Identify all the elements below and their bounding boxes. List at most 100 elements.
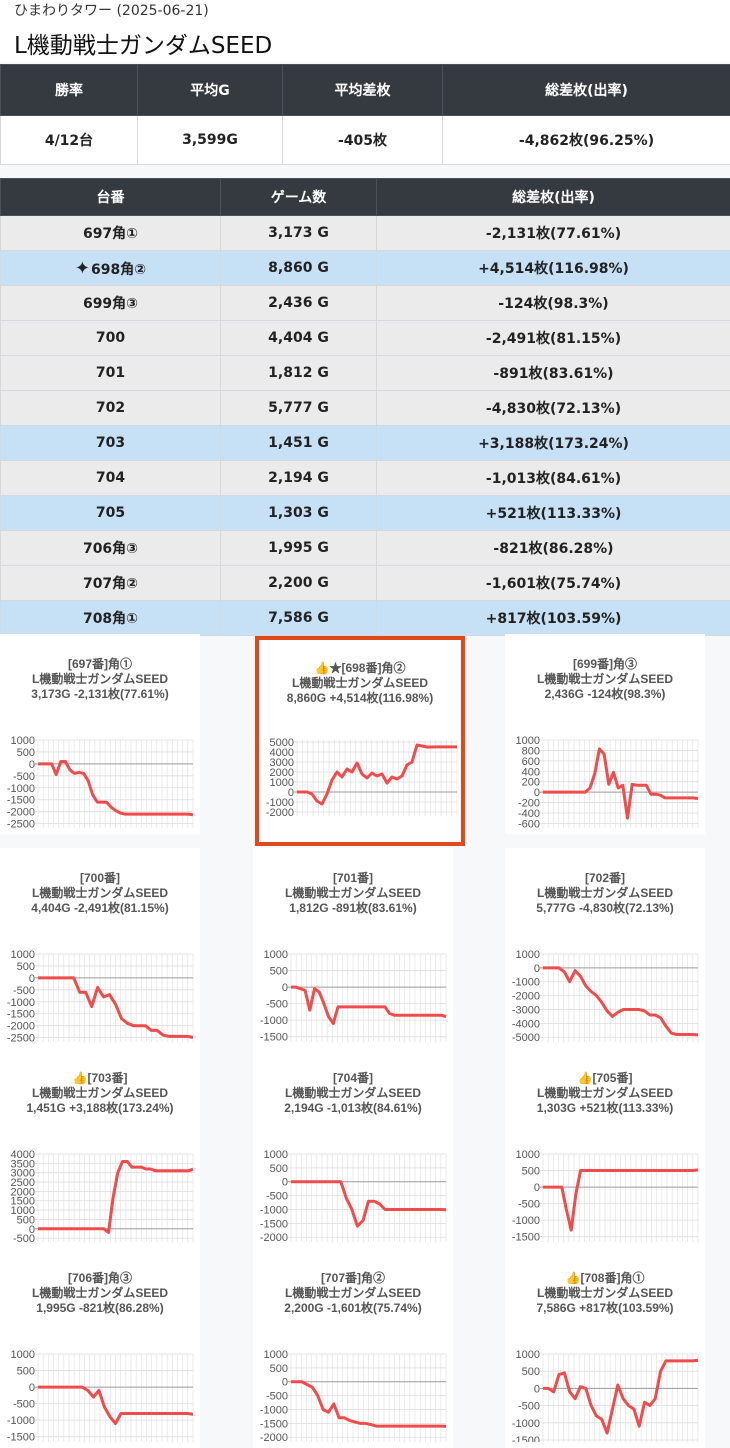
chart-model: L機動戦士ガンダムSEED [31, 672, 168, 686]
y-tick-label: -400 [518, 808, 540, 820]
y-tick-label: -1500 [260, 1418, 288, 1430]
machine-table-body: 697角① 3,173 G -2,131枚(77.61%) ✦698角② 8,860 G… [0, 215, 730, 636]
chart-card[interactable]: [697番]角① L機動戦士ガンダムSEED 3,173G -2,131枚(77.6… [0, 634, 200, 834]
chart-stats: 5,777G -4,830枚(72.13%) [536, 901, 674, 915]
y-tick-label: 800 [522, 745, 540, 757]
chart-card[interactable]: [706番]角③ L機動戦士ガンダムSEED 1,995G -821枚(86.28%… [0, 1248, 200, 1448]
y-tick-label: -500 [266, 1191, 288, 1203]
machine-diff: -124枚(98.3%) [376, 285, 730, 321]
table-row[interactable]: 706角③ 1,995 G -821枚(86.28%) [0, 530, 730, 566]
table-row[interactable]: 700 4,404 G -2,491枚(81.15%) [0, 320, 730, 356]
chart-card[interactable]: 👍[705番] L機動戦士ガンダムSEED 1,303G +521枚(113.33%… [505, 1048, 705, 1248]
series-line [543, 1168, 699, 1232]
chart-plot: 1000 500 0 -500 -1000 -1500 [260, 950, 447, 1042]
chart-title: [704番] [332, 1071, 373, 1085]
y-tick-label: -3000 [512, 1004, 540, 1016]
summary-header-total-diff: 総差枚(出率) [442, 64, 730, 116]
y-tick-label: -1000 [7, 997, 35, 1009]
chart-model: L機動戦士ガンダムSEED [284, 1286, 421, 1300]
y-tick-label: -1000 [260, 1015, 288, 1027]
machine-number: 700 [0, 320, 221, 356]
y-tick-label: 0 [29, 759, 35, 771]
y-tick-label: 1000 [270, 777, 294, 789]
y-tick-label: -1000 [260, 1404, 288, 1416]
chart-model: L機動戦士ガンダムSEED [536, 1286, 673, 1300]
table-row[interactable]: 701 1,812 G -891枚(83.61%) [0, 355, 730, 391]
machine-games: 2,194 G [220, 460, 377, 496]
table-row[interactable]: 697角① 3,173 G -2,131枚(77.61%) [0, 215, 730, 251]
y-tick-label: 3000 [11, 1168, 35, 1180]
y-tick-label: -1500 [512, 1435, 540, 1442]
series-line [38, 1160, 194, 1234]
machine-diff: -2,131枚(77.61%) [376, 215, 730, 251]
y-tick-label: 3500 [11, 1158, 35, 1170]
series-line [38, 976, 194, 1039]
y-tick-label: 0 [282, 1177, 288, 1189]
y-tick-label: -1500 [7, 1009, 35, 1021]
y-tick-label: -1000 [7, 1415, 35, 1427]
machine-diff: +3,188枚(173.24%) [376, 425, 730, 461]
table-row[interactable]: 708角① 7,586 G +817枚(103.59%) [0, 600, 730, 636]
table-row[interactable]: 704 2,194 G -1,013枚(84.61%) [0, 460, 730, 496]
chart-stats: 1,812G -891枚(83.61%) [289, 901, 417, 915]
chart-card[interactable]: 👍[708番]角① L機動戦士ガンダムSEED 7,586G +817枚(103.5… [505, 1248, 705, 1448]
chart-model: L機動戦士ガンダムSEED [31, 1286, 168, 1300]
chart-title: [702番] [584, 871, 625, 885]
y-tick-label: 500 [17, 961, 35, 973]
chart-card[interactable]: 👍[703番] L機動戦士ガンダムSEED 1,451G +3,188枚(173.2… [0, 1048, 200, 1248]
machine-diff: -4,830枚(72.13%) [376, 390, 730, 426]
chart-plot: 1000 500 0 -500 -1000 -1500 [512, 1150, 699, 1242]
table-row[interactable]: 707角② 2,200 G -1,601枚(75.74%) [0, 565, 730, 601]
chart-plot: 1000 500 0 -500 -1000 -1500 [7, 1350, 194, 1442]
machine-number-label: 699角③ [82, 296, 139, 312]
y-tick-label: -4000 [512, 1018, 540, 1030]
y-tick-label: 1000 [516, 736, 540, 747]
y-tick-label: -500 [13, 985, 35, 997]
y-tick-label: 500 [17, 747, 35, 759]
y-tick-label: 1000 [516, 1150, 540, 1161]
y-tick-label: 5000 [270, 737, 294, 749]
y-tick-label: 0 [282, 1377, 288, 1389]
chart-model: L機動戦士ガンダムSEED [291, 676, 428, 690]
y-tick-label: -5000 [512, 1032, 540, 1042]
y-tick-label: 1000 [11, 1350, 35, 1361]
chart-card[interactable]: [701番] L機動戦士ガンダムSEED 1,812G -891枚(83.61%) 1… [253, 848, 453, 1048]
chart-title: [699番]角③ [572, 657, 637, 671]
y-tick-label: 1000 [11, 1205, 35, 1217]
chart-card[interactable]: [700番] L機動戦士ガンダムSEED 4,404G -2,491枚(81.15%… [0, 848, 200, 1048]
machine-number-label: 703 [95, 435, 126, 451]
series-line [543, 747, 699, 820]
y-tick-label: 2500 [11, 1177, 35, 1189]
y-tick-label: 0 [534, 787, 540, 799]
summary-value-row: 4/12台 3,599G -405枚 -4,862枚(96.25%) [0, 115, 730, 165]
table-row[interactable]: ✦698角② 8,860 G +4,514枚(116.98%) [0, 250, 730, 286]
sparkle-icon: ✦ [74, 257, 90, 279]
chart-card[interactable]: [699番]角③ L機動戦士ガンダムSEED 2,436G -124枚(98.3%)… [505, 634, 705, 834]
machine-number-label: 700 [95, 330, 126, 346]
machine-diff: -821枚(86.28%) [376, 530, 730, 566]
table-row[interactable]: 705 1,303 G +521枚(113.33%) [0, 495, 730, 531]
y-tick-label: 500 [17, 1366, 35, 1378]
chart-card[interactable]: 👍★[698番]角② L機動戦士ガンダムSEED 8,860G +4,514枚(11… [255, 636, 465, 846]
machine-games: 2,436 G [220, 285, 377, 321]
chart-card[interactable]: [704番] L機動戦士ガンダムSEED 2,194G -1,013枚(84.61%… [253, 1048, 453, 1248]
table-row[interactable]: 702 5,777 G -4,830枚(72.13%) [0, 390, 730, 426]
chart-model: L機動戦士ガンダムSEED [536, 886, 673, 900]
chart-card[interactable]: [707番]角② L機動戦士ガンダムSEED 2,200G -1,601枚(75.7… [253, 1248, 453, 1448]
y-tick-label: 4000 [11, 1150, 35, 1161]
chart-title: 👍[703番] [72, 1071, 128, 1085]
table-row[interactable]: 699角③ 2,436 G -124枚(98.3%) [0, 285, 730, 321]
y-tick-label: 500 [270, 1163, 288, 1175]
machine-header-number: 台番 [0, 178, 221, 216]
chart-plot: 1000 500 0 -500-1000 -1500 -2000 [260, 1150, 447, 1242]
y-tick-label: 500 [522, 1366, 540, 1378]
chart-card[interactable]: [702番] L機動戦士ガンダムSEED 5,777G -4,830枚(72.13%… [505, 848, 705, 1048]
page-header: ひまわりタワー (2025-06-21) L機動戦士ガンダムSEED [0, 0, 730, 62]
chart-grid: [697番]角① L機動戦士ガンダムSEED 3,173G -2,131枚(77.6… [0, 634, 730, 1448]
table-row[interactable]: 703 1,451 G +3,188枚(173.24%) [0, 425, 730, 461]
summary-header-row: 勝率 平均G 平均差枚 総差枚(出率) [0, 64, 730, 116]
chart-title: [700番] [79, 871, 120, 885]
summary-total-diff: -4,862枚(96.25%) [442, 115, 730, 165]
machine-games: 3,173 G [220, 215, 377, 251]
